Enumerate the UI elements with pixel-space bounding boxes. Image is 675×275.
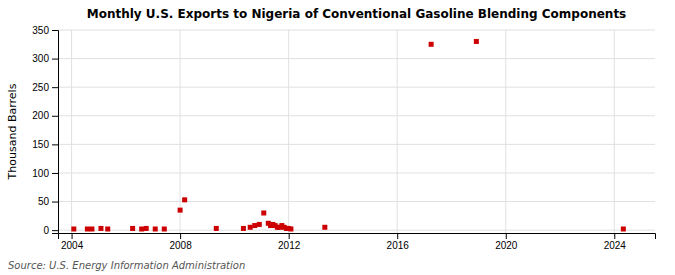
x-tick-label: 2024: [604, 240, 627, 251]
y-tick-mark: [52, 59, 58, 60]
grid-line-x: [180, 30, 181, 233]
x-tick-label: 2016: [387, 240, 410, 251]
y-tick-label: 350: [32, 25, 49, 36]
x-tick: 2020: [495, 233, 518, 251]
y-tick: 200: [32, 110, 58, 121]
grid-line-y: [58, 172, 655, 173]
grid-line-x: [397, 30, 398, 233]
x-axis-line: [59, 234, 656, 240]
y-tick-mark: [52, 30, 58, 31]
point: [429, 42, 434, 47]
point: [288, 226, 293, 231]
y-tick-mark: [52, 144, 58, 145]
x-tick-mark: [289, 233, 290, 239]
y-axis-line: [52, 31, 59, 234]
point: [105, 226, 110, 231]
y-tick-label: 100: [32, 168, 49, 179]
point: [89, 226, 94, 231]
x-tick-label: 2020: [495, 240, 518, 251]
x-tick-label: 2008: [169, 240, 192, 251]
points: [71, 39, 626, 232]
y-axis: 0 50 100 150 200 250 300 350: [32, 25, 58, 236]
chart-svg: 2004 2008 2012 2016 2020 2024 0 50 100 150 200 250 3…: [0, 0, 675, 275]
x-tick-mark: [72, 233, 73, 239]
point: [71, 226, 76, 231]
grid-line-x: [505, 30, 506, 233]
y-tick-label: 150: [32, 139, 49, 150]
point: [241, 226, 246, 231]
y-tick: 50: [38, 196, 58, 207]
title: Monthly U.S. Exports to Nigeria of Conve…: [87, 7, 627, 21]
point: [621, 226, 626, 231]
x-tick: 2004: [61, 233, 84, 251]
y-tick-mark: [52, 87, 58, 88]
point: [474, 39, 479, 44]
grid-line-y: [58, 115, 655, 116]
y-tick: 250: [32, 82, 58, 93]
x-axis: 2004 2008 2012 2016 2020 2024: [59, 233, 656, 251]
x-tick: 2024: [604, 233, 627, 251]
point: [144, 226, 149, 231]
x-tick-label: 2012: [278, 240, 301, 251]
point: [261, 210, 266, 215]
point: [257, 222, 262, 227]
grid-line-x: [614, 30, 615, 233]
point: [130, 226, 135, 231]
grid-line-y: [58, 30, 655, 31]
annotation: Source: U.S. Energy Information Administ…: [8, 260, 245, 271]
point: [153, 226, 158, 231]
point: [162, 226, 167, 231]
point: [182, 197, 187, 202]
x-tick-label: 2004: [61, 240, 84, 251]
y-tick-label: 200: [32, 110, 49, 121]
x-tick: 2012: [278, 233, 301, 251]
y-axis-title: Thousand Barrels: [6, 83, 19, 180]
grid-line-y: [58, 144, 655, 145]
y-tick-label: 0: [43, 225, 49, 236]
point: [322, 225, 327, 230]
x-tick: 2008: [169, 233, 192, 251]
point: [248, 225, 253, 230]
point: [139, 226, 144, 231]
grid-line-y: [58, 87, 655, 88]
chart-container: 2004 2008 2012 2016 2020 2024 0 50 100 150 200 250 3…: [0, 0, 675, 275]
y-tick: 350: [32, 25, 58, 36]
point: [178, 208, 183, 213]
point: [214, 226, 219, 231]
grid: [58, 30, 655, 233]
x-tick-mark: [397, 233, 398, 239]
point: [252, 223, 257, 228]
y-tick: 0: [43, 225, 58, 236]
point: [98, 226, 103, 231]
x-tick-mark: [506, 233, 507, 239]
y-tick-mark: [52, 173, 58, 174]
y-tick-mark: [52, 230, 58, 231]
point: [85, 226, 90, 231]
y-tick: 100: [32, 168, 58, 179]
y-tick: 150: [32, 139, 58, 150]
x-tick: 2016: [387, 233, 410, 251]
grid-line-y: [58, 58, 655, 59]
grid-line-x: [71, 30, 72, 233]
grid-line-y: [58, 201, 655, 202]
x-tick-mark: [180, 233, 181, 239]
y-tick-label: 50: [38, 196, 50, 207]
x-tick-mark: [614, 233, 615, 239]
y-tick: 300: [32, 53, 58, 64]
y-tick-label: 250: [32, 82, 49, 93]
y-tick-mark: [52, 202, 58, 203]
y-tick-mark: [52, 116, 58, 117]
grid-line-x: [288, 30, 289, 233]
y-tick-label: 300: [32, 53, 49, 64]
